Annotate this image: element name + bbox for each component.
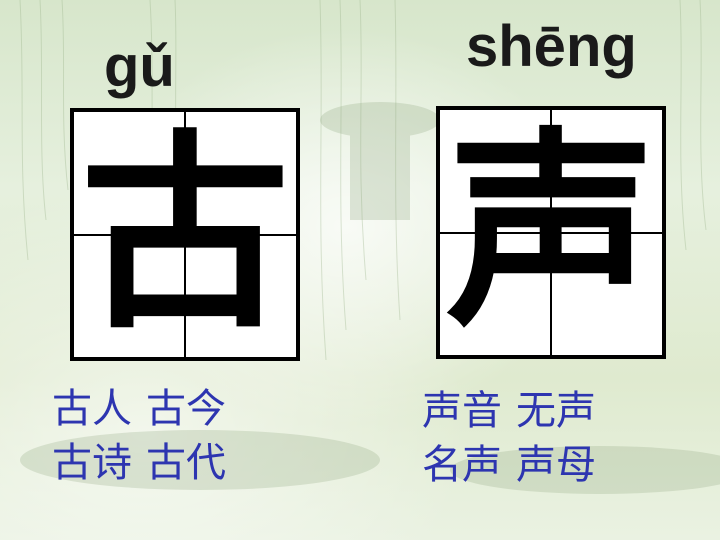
word-shengyin: 声音: [422, 388, 502, 434]
grid-horizontal-line: [440, 231, 662, 234]
word-gujin: 古今: [146, 386, 226, 432]
word-list-sheng: 声音 无声 名声 声母: [422, 384, 610, 492]
word-shengmu: 声母: [516, 442, 596, 488]
word-row: 名声 声母: [422, 438, 610, 492]
word-mingsheng: 名声: [422, 442, 502, 488]
grid-horizontal-line: [74, 233, 296, 236]
word-row: 古人 古今: [52, 382, 240, 436]
word-list-gu: 古人 古今 古诗 古代: [52, 382, 240, 490]
pinyin-gu: gǔ: [104, 34, 175, 99]
character-gu: 古: [79, 111, 290, 357]
character-grid-sheng: 声: [436, 106, 666, 359]
pinyin-sheng: shēng: [466, 14, 637, 79]
word-row: 古诗 古代: [52, 436, 240, 490]
word-guren: 古人: [52, 386, 132, 432]
word-gushi: 古诗: [52, 440, 132, 486]
character-sheng: 声: [445, 109, 656, 355]
word-gudai: 古代: [146, 440, 226, 486]
character-grid-gu: 古: [70, 108, 300, 361]
word-wusheng: 无声: [516, 388, 596, 434]
word-row: 声音 无声: [422, 384, 610, 438]
